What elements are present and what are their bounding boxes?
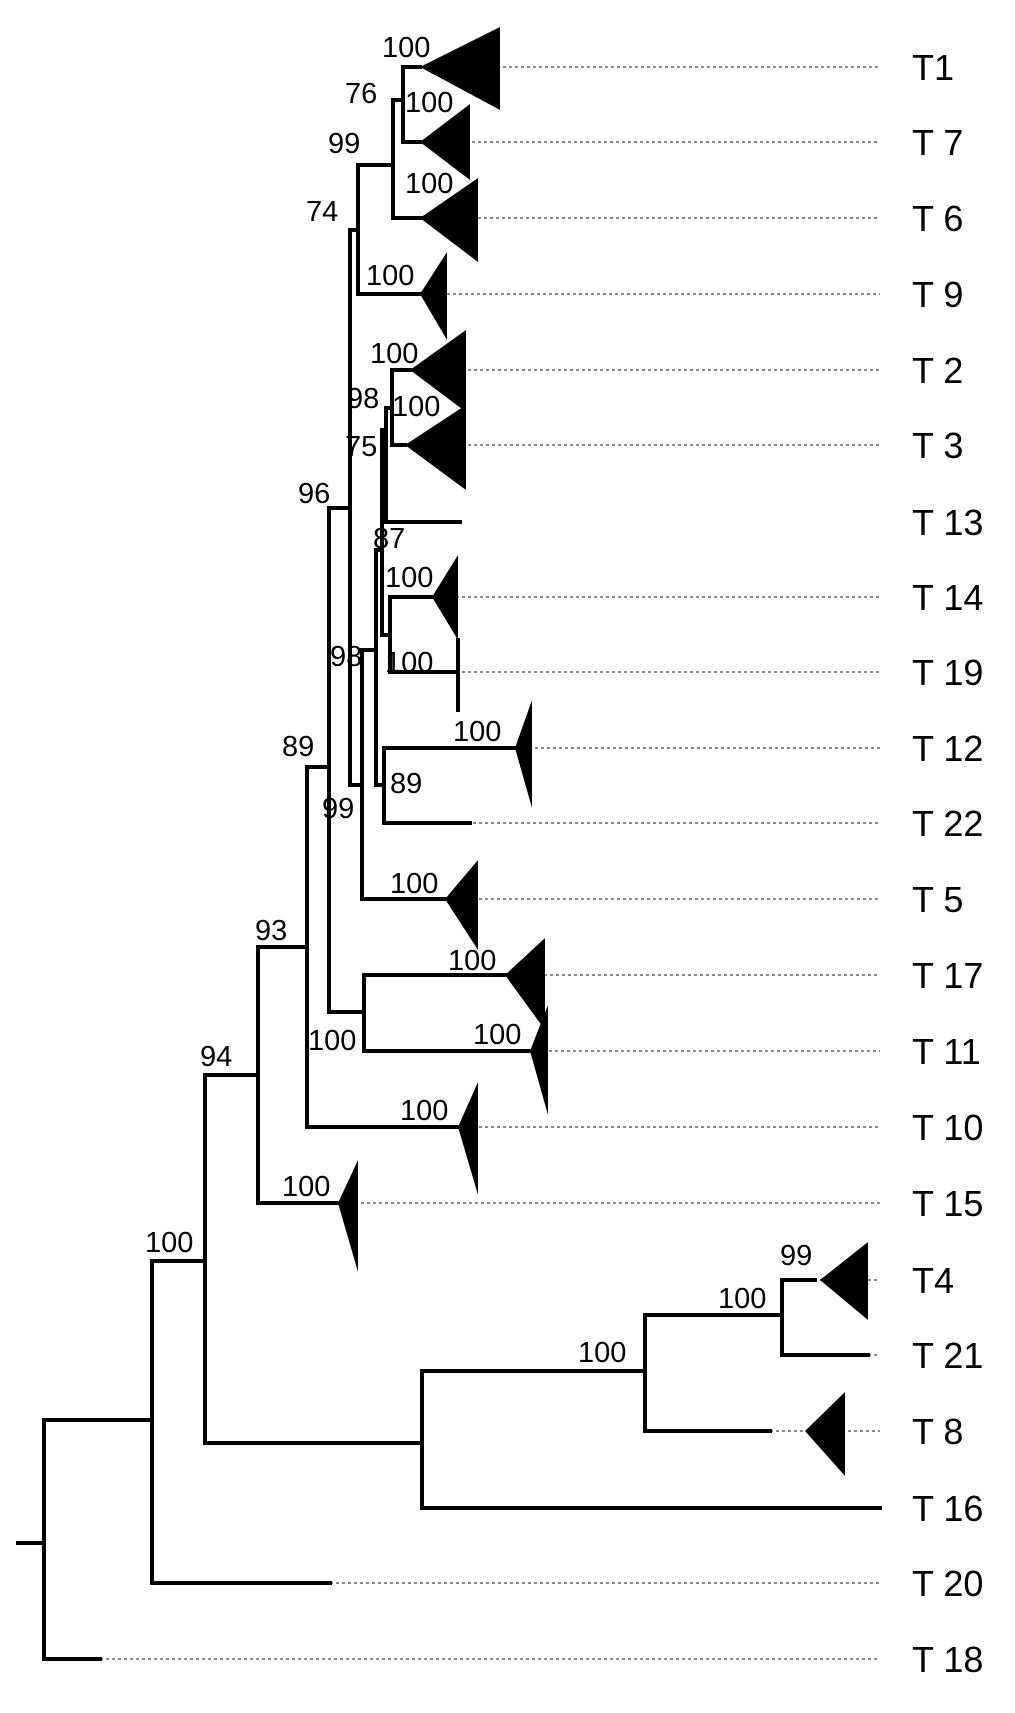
collapsed-clade-triangle xyxy=(530,1005,548,1115)
collapsed-clade-triangle xyxy=(505,938,545,1030)
support-value: 76 xyxy=(345,78,377,110)
taxon-label: T 7 xyxy=(912,122,963,163)
collapsed-clades xyxy=(338,27,868,1476)
support-value: 87 xyxy=(373,523,405,555)
taxon-labels: T1 T 7 T 6 T 9 T 2 T 3 T 13 T 14 T 19 T … xyxy=(912,47,983,1680)
collapsed-clade-triangle xyxy=(432,555,458,640)
taxon-label: T 21 xyxy=(912,1335,983,1376)
support-value: 100 xyxy=(385,647,433,679)
taxon-label: T 15 xyxy=(912,1183,983,1224)
collapsed-clade-triangle xyxy=(420,178,478,262)
taxon-label: T 3 xyxy=(912,425,963,466)
taxon-label: T 8 xyxy=(912,1411,963,1452)
support-value: 99 xyxy=(322,793,354,825)
support-value: 98 xyxy=(330,641,362,673)
collapsed-clade-triangle xyxy=(420,252,447,340)
support-value: 100 xyxy=(308,1025,356,1057)
taxon-label: T 9 xyxy=(912,274,963,315)
support-values: 100 76 100 99 100 74 100 100 98 100 75 9… xyxy=(145,32,812,1369)
tree-branches xyxy=(16,65,882,1661)
taxon-label: T 10 xyxy=(912,1107,983,1148)
collapsed-clade-triangle xyxy=(820,1242,868,1320)
collapsed-clade-triangle xyxy=(420,27,500,110)
support-value: 100 xyxy=(366,260,414,292)
taxon-label: T 12 xyxy=(912,728,983,769)
taxon-label: T 14 xyxy=(912,577,983,618)
support-value: 100 xyxy=(448,945,496,977)
support-value: 93 xyxy=(255,915,287,947)
taxon-label: T 11 xyxy=(912,1031,981,1072)
support-value: 75 xyxy=(345,431,377,463)
taxon-label: T4 xyxy=(912,1260,954,1301)
support-value: 100 xyxy=(578,1337,626,1369)
taxon-label: T 18 xyxy=(912,1639,983,1680)
support-value: 100 xyxy=(473,1019,521,1051)
support-value: 100 xyxy=(718,1283,766,1315)
taxon-label: T 16 xyxy=(912,1488,983,1529)
support-value: 100 xyxy=(370,338,418,370)
support-value: 99 xyxy=(328,128,360,160)
taxon-label: T 13 xyxy=(912,502,983,543)
taxon-label: T 2 xyxy=(912,350,963,391)
taxon-label: T 6 xyxy=(912,198,963,239)
support-value: 100 xyxy=(400,1095,448,1127)
support-value: 100 xyxy=(385,562,433,594)
support-value: 98 xyxy=(347,383,379,415)
collapsed-clade-triangle xyxy=(420,104,470,180)
collapsed-clade-triangle xyxy=(405,405,466,490)
collapsed-clade-triangle xyxy=(458,1082,478,1195)
support-value: 100 xyxy=(405,168,453,200)
collapsed-clade-triangle xyxy=(410,330,466,412)
support-value: 100 xyxy=(282,1171,330,1203)
support-value: 100 xyxy=(382,32,430,64)
collapsed-clade-triangle xyxy=(445,860,478,950)
collapsed-clade-triangle xyxy=(805,1392,845,1476)
support-value: 89 xyxy=(282,731,314,763)
taxon-label: T 22 xyxy=(912,803,983,844)
support-value: 74 xyxy=(306,196,338,228)
support-value: 100 xyxy=(392,391,440,423)
support-value: 100 xyxy=(145,1227,193,1259)
collapsed-clade-triangle xyxy=(515,700,532,808)
support-value: 96 xyxy=(298,478,330,510)
taxon-label: T 20 xyxy=(912,1563,983,1604)
collapsed-clade-triangle xyxy=(338,1160,358,1272)
taxon-label: T 5 xyxy=(912,879,963,920)
leader-lines xyxy=(100,66,880,1660)
support-value: 100 xyxy=(453,716,501,748)
taxon-label: T 19 xyxy=(912,652,983,693)
support-value: 99 xyxy=(780,1240,812,1272)
support-value: 94 xyxy=(200,1041,232,1073)
taxon-label: T1 xyxy=(912,47,954,88)
support-value: 100 xyxy=(405,87,453,119)
support-value: 89 xyxy=(390,768,422,800)
taxon-label: T 17 xyxy=(912,955,983,996)
support-value: 100 xyxy=(390,868,438,900)
